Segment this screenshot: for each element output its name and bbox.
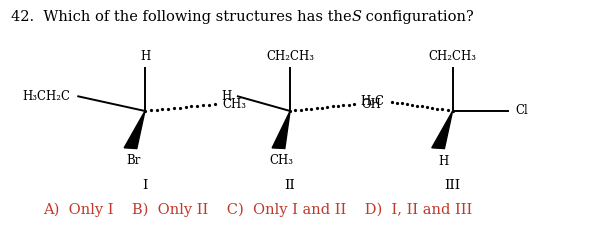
- Text: H: H: [140, 49, 150, 63]
- Text: III: III: [444, 179, 461, 192]
- Polygon shape: [124, 111, 145, 149]
- Text: CH₂CH₃: CH₂CH₃: [428, 49, 477, 63]
- Text: A)  Only I    B)  Only II    C)  Only I and II    D)  I, II and III: A) Only I B) Only II C) Only I and II D)…: [44, 203, 473, 217]
- Text: OH: OH: [361, 98, 381, 111]
- Text: Cl: Cl: [515, 104, 528, 118]
- Text: H: H: [439, 155, 449, 168]
- Text: I: I: [142, 179, 148, 192]
- Text: configuration?: configuration?: [361, 9, 474, 24]
- Text: CH₂CH₃: CH₂CH₃: [266, 49, 314, 63]
- Text: Br: Br: [126, 154, 140, 167]
- Text: S: S: [351, 9, 361, 24]
- Text: H: H: [222, 90, 232, 103]
- Text: H₃C: H₃C: [360, 95, 384, 109]
- Text: CH₃: CH₃: [270, 154, 293, 167]
- Polygon shape: [272, 111, 290, 149]
- Text: H₃CH₂C: H₃CH₂C: [22, 90, 71, 103]
- Text: II: II: [285, 179, 296, 192]
- Text: 42.  Which of the following structures has the: 42. Which of the following structures ha…: [11, 9, 357, 24]
- Text: CH₃: CH₃: [222, 98, 246, 111]
- Polygon shape: [432, 111, 453, 149]
